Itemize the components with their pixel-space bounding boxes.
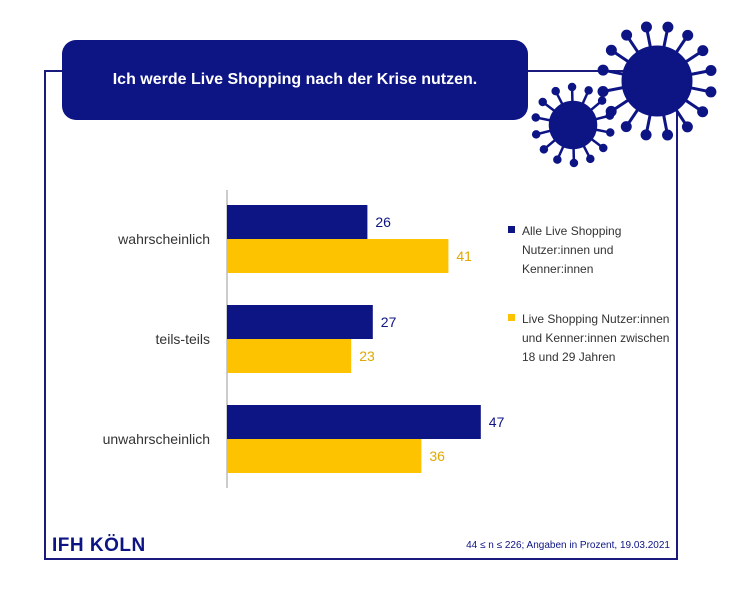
- data-label: 27: [381, 314, 397, 330]
- bar-series1: [227, 205, 368, 239]
- data-label: 36: [429, 448, 445, 464]
- legend-swatch-series2: [508, 314, 515, 321]
- footnote: 44 ≤ n ≤ 226; Angaben in Prozent, 19.03.…: [466, 540, 670, 551]
- category-label: wahrscheinlich: [117, 231, 210, 247]
- bar-series1: [227, 405, 481, 439]
- bar-series2: [227, 339, 352, 373]
- virus-icon-small: [531, 82, 615, 168]
- ifh-logo: IFH KÖLN: [52, 535, 146, 556]
- legend-label: Live Shopping Nutzer:innen und Kenner:in…: [522, 312, 670, 364]
- virus-icon-large: [597, 21, 717, 141]
- chart-title: Ich werde Live Shopping nach der Krise n…: [112, 71, 478, 88]
- category-label: unwahrscheinlich: [103, 431, 210, 447]
- legend-swatch-series1: [508, 226, 515, 233]
- bar-series2: [227, 239, 449, 273]
- data-label: 23: [359, 348, 375, 364]
- data-label: 47: [489, 414, 505, 430]
- legend-label: Alle Live Shopping Nutzer:innen und Kenn…: [522, 224, 622, 276]
- category-label: teils-teils: [156, 331, 210, 347]
- data-label: 41: [456, 248, 472, 264]
- bar-series2: [227, 439, 422, 473]
- data-label: 26: [375, 214, 391, 230]
- bar-series1: [227, 305, 373, 339]
- title-banner: Ich werde Live Shopping nach der Krise n…: [62, 40, 528, 120]
